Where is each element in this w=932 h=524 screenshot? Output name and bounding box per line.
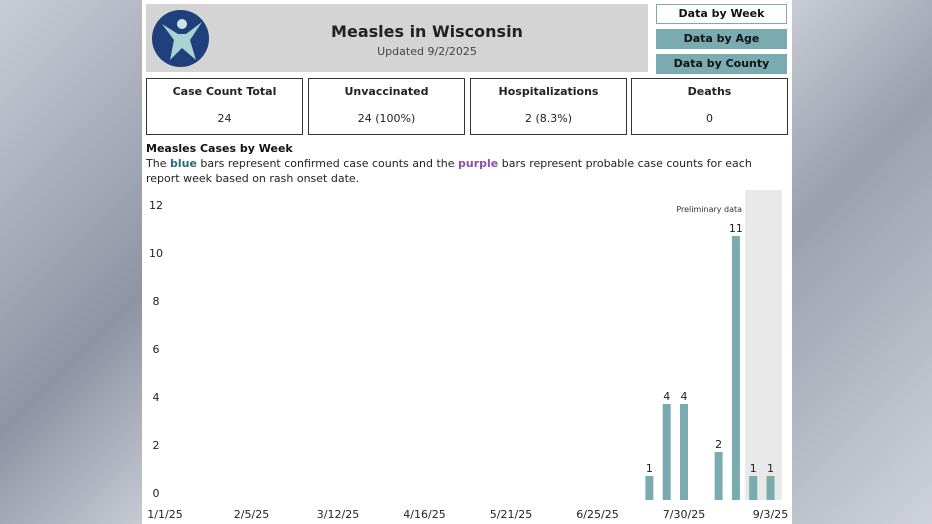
y-tick-label: 2 [153,439,160,452]
x-tick-label: 9/3/25 [753,508,788,521]
card-label: Unvaccinated [344,85,429,98]
card-unvaccinated: Unvaccinated 24 (100%) [308,78,465,135]
section-title: Measles Cases by Week [146,142,293,155]
desc-text: bars represent probable case counts for … [146,157,752,185]
card-value: 2 (8.3%) [524,112,573,125]
x-tick-label: 6/25/25 [576,508,618,521]
bar-value-label: 4 [663,390,670,403]
x-tick-label: 3/12/25 [317,508,359,521]
header: Measles in Wisconsin Updated 9/2/2025 [146,4,648,72]
x-tick-label: 7/30/25 [663,508,705,521]
dhs-logo [152,10,209,67]
page-title: Measles in Wisconsin [331,22,523,41]
bar-8/20/25[interactable] [731,236,740,500]
y-tick-label: 0 [153,487,160,500]
purple-word: purple [458,157,499,170]
preliminary-region [745,190,782,500]
card-label: Hospitalizations [498,85,599,98]
bar-value-label: 2 [715,438,722,451]
y-tick-label: 10 [149,247,163,260]
bar-value-label: 11 [729,222,743,235]
card-value: 0 [706,112,713,125]
bar-value-label: 1 [646,462,653,475]
chart-description: The blue bars represent confirmed case c… [146,156,786,186]
x-tick-label: 4/16/25 [403,508,445,521]
bar-8/27/25[interactable] [749,476,758,500]
card-deaths: Deaths 0 [631,78,788,135]
data-by-age-button[interactable]: Data by Age [656,29,787,49]
bar-value-label: 4 [681,390,688,403]
data-by-county-button[interactable]: Data by County [656,54,787,74]
bar-7/16/25[interactable] [645,476,654,500]
x-tick-label: 2/5/25 [234,508,269,521]
dashboard-panel: Measles in Wisconsin Updated 9/2/2025 Da… [142,0,792,524]
x-tick-label: 5/21/25 [490,508,532,521]
card-hospitalizations: Hospitalizations 2 (8.3%) [470,78,627,135]
y-tick-label: 4 [153,391,160,404]
preliminary-label: Preliminary data [676,205,742,214]
card-value: 24 (100%) [357,112,416,125]
bar-value-label: 1 [750,462,757,475]
desc-text: The [146,157,170,170]
bar-7/23/25[interactable] [662,404,671,500]
data-by-week-button[interactable]: Data by Week [656,4,787,24]
desc-text: bars represent confirmed case counts and… [196,157,458,170]
card-case-count: Case Count Total 24 [146,78,303,135]
card-value: 24 [217,112,232,125]
bar-7/30/25[interactable] [680,404,688,500]
updated-date: Updated 9/2/2025 [377,45,477,58]
bar-9/3/25[interactable] [766,476,775,500]
y-tick-label: 8 [153,295,160,308]
y-tick-label: 12 [149,199,163,212]
x-tick-label: 1/1/25 [147,508,182,521]
blue-word: blue [169,157,197,170]
bar-8/13/25[interactable] [714,452,723,500]
card-label: Case Count Total [172,85,277,98]
bar-value-label: 1 [767,462,774,475]
y-tick-label: 6 [153,343,160,356]
card-label: Deaths [687,85,732,98]
